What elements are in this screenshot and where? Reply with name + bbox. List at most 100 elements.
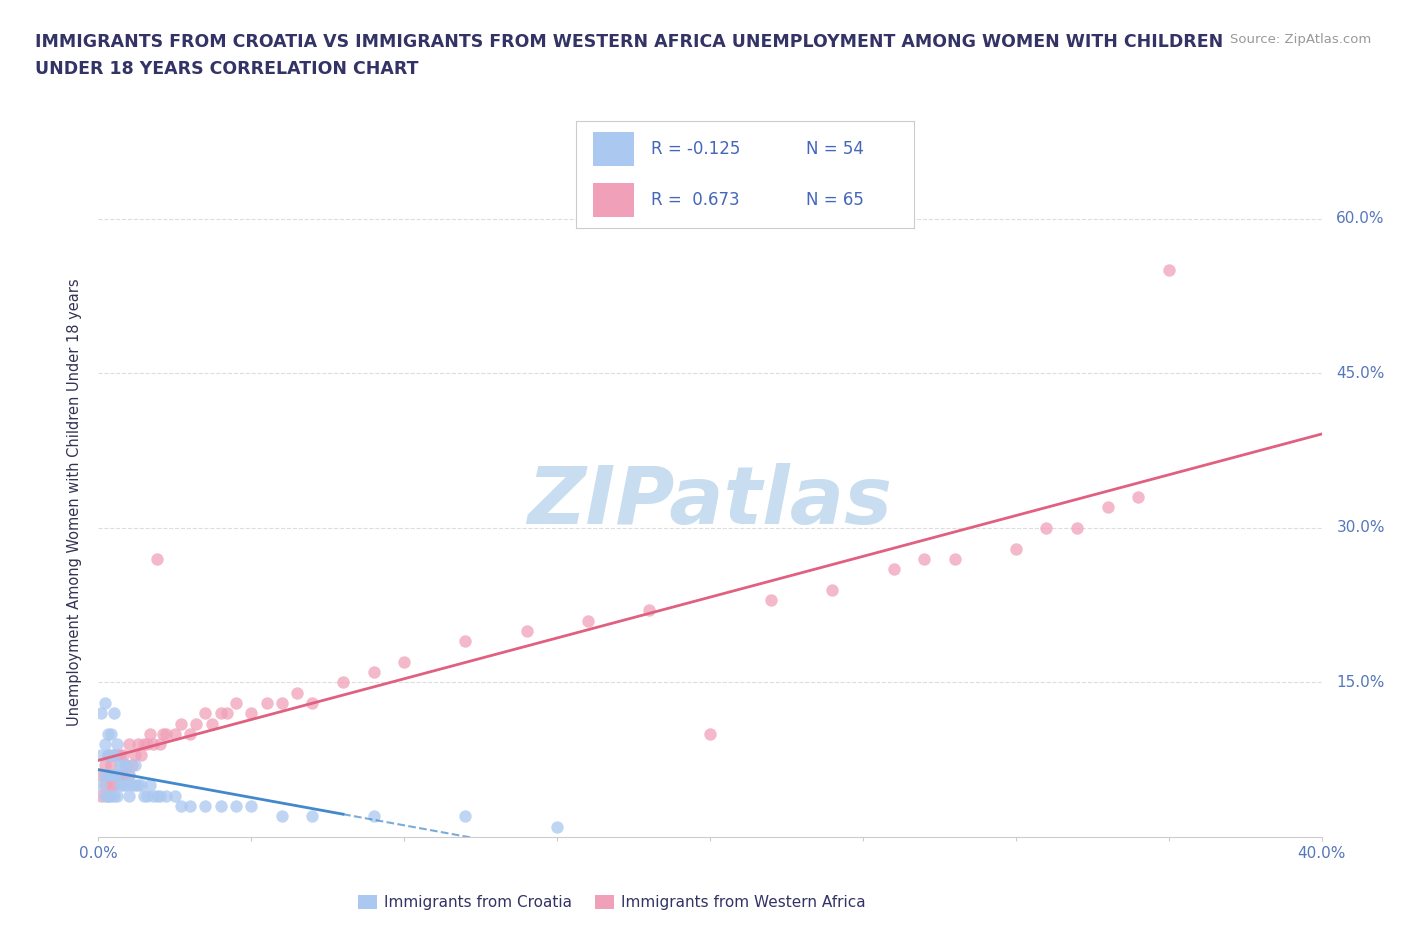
Point (142, 737, 165, 751)
Point (127, 737, 149, 751)
Point (943, 551, 966, 566)
Point (392, 655, 416, 670)
Text: ZIPatlas: ZIPatlas (527, 463, 893, 541)
Point (883, 562, 905, 577)
Point (209, 706, 232, 721)
Point (1004, 541, 1026, 556)
Point (546, 819, 568, 834)
Point (170, 799, 193, 814)
Point (115, 757, 138, 772)
Point (363, 665, 385, 680)
Point (637, 603, 661, 618)
Point (90, 789, 112, 804)
Point (115, 778, 138, 793)
Point (103, 789, 125, 804)
Point (105, 768, 128, 783)
Point (1035, 521, 1057, 536)
Point (100, 768, 122, 783)
Point (97, 768, 120, 783)
Point (163, 726, 186, 741)
Text: 60.0%: 60.0% (1336, 211, 1385, 226)
Point (100, 747, 122, 762)
Point (118, 768, 141, 783)
Point (129, 778, 152, 793)
Point (912, 551, 935, 566)
Point (142, 789, 165, 804)
Point (256, 696, 278, 711)
Point (111, 778, 134, 793)
Point (454, 809, 477, 824)
Point (115, 757, 138, 772)
Point (186, 716, 208, 731)
Point (240, 706, 263, 721)
Point (179, 799, 201, 814)
Point (111, 747, 134, 762)
Point (100, 757, 122, 772)
Point (225, 696, 247, 711)
Point (200, 716, 222, 731)
Point (134, 737, 156, 751)
Legend: Immigrants from Croatia, Immigrants from Western Africa: Immigrants from Croatia, Immigrants from… (353, 889, 872, 916)
Point (145, 789, 167, 804)
Text: Source: ZipAtlas.com: Source: ZipAtlas.com (1230, 33, 1371, 46)
Point (194, 799, 217, 814)
Point (105, 747, 128, 762)
Text: 45.0%: 45.0% (1336, 365, 1385, 381)
Text: N = 65: N = 65 (806, 191, 863, 209)
Point (821, 582, 844, 597)
Point (93, 757, 115, 772)
Point (285, 685, 308, 700)
Point (111, 768, 134, 783)
Point (1066, 521, 1088, 536)
Point (118, 737, 141, 751)
Point (209, 799, 232, 814)
Point (90, 747, 112, 762)
Point (90, 706, 112, 721)
Point (136, 789, 159, 804)
Point (121, 757, 143, 772)
Text: 15.0%: 15.0% (1336, 675, 1385, 690)
Point (111, 757, 134, 772)
Point (90, 768, 112, 783)
Text: UNDER 18 YEARS CORRELATION CHART: UNDER 18 YEARS CORRELATION CHART (35, 60, 419, 78)
Point (97, 768, 120, 783)
Point (105, 789, 128, 804)
Point (100, 778, 122, 793)
Point (301, 809, 323, 824)
Point (103, 747, 125, 762)
Point (149, 789, 172, 804)
FancyBboxPatch shape (593, 183, 634, 218)
Point (155, 789, 177, 804)
Point (93, 768, 115, 783)
Point (105, 737, 128, 751)
Point (179, 726, 201, 741)
Point (170, 716, 193, 731)
Point (155, 726, 177, 741)
Point (152, 726, 174, 741)
Point (363, 809, 385, 824)
Point (118, 768, 141, 783)
Point (699, 726, 721, 741)
Point (516, 623, 538, 638)
Text: IMMIGRANTS FROM CROATIA VS IMMIGRANTS FROM WESTERN AFRICA UNEMPLOYMENT AMONG WOM: IMMIGRANTS FROM CROATIA VS IMMIGRANTS FR… (35, 33, 1223, 50)
Point (100, 726, 122, 741)
Point (93, 778, 115, 793)
Point (576, 613, 599, 628)
Point (93, 737, 115, 751)
Point (103, 778, 125, 793)
Point (108, 757, 131, 772)
Point (163, 789, 186, 804)
Point (225, 799, 247, 814)
FancyBboxPatch shape (593, 132, 634, 166)
Point (194, 706, 217, 721)
Text: R = -0.125: R = -0.125 (651, 140, 740, 158)
Point (139, 726, 162, 741)
Point (124, 757, 146, 772)
Point (136, 737, 159, 751)
Point (97, 726, 120, 741)
Point (215, 706, 238, 721)
Point (124, 747, 146, 762)
Point (108, 778, 131, 793)
Point (454, 634, 477, 649)
Point (759, 592, 782, 607)
